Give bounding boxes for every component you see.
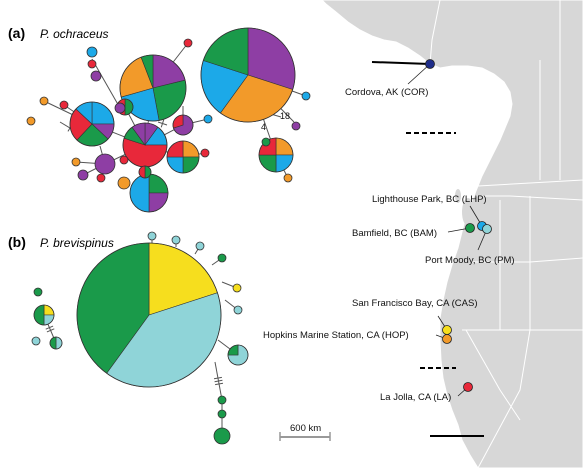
scale-bar: 600 km bbox=[279, 423, 331, 441]
panel-b-letter: (b) bbox=[8, 234, 26, 250]
haplotype-node bbox=[261, 137, 271, 147]
haplotype-node bbox=[217, 409, 227, 419]
haplotype-node bbox=[119, 155, 129, 165]
site-label-la: La Jolla, CA (LA) bbox=[380, 392, 451, 403]
haplotype-node bbox=[227, 344, 249, 366]
site-marker-la bbox=[463, 382, 473, 392]
haplotype-node bbox=[217, 253, 227, 263]
haplotype-node bbox=[172, 114, 194, 136]
haplotype-node bbox=[86, 46, 98, 58]
site-markers bbox=[425, 59, 492, 392]
panel-b-species: P. brevispinus bbox=[40, 236, 114, 250]
haplotype-node bbox=[71, 157, 81, 167]
mutation-tick bbox=[46, 328, 55, 333]
haplotype-node bbox=[166, 140, 200, 174]
site-label-cas: San Francisco Bay, CA (CAS) bbox=[352, 298, 477, 309]
haplotype-node bbox=[87, 59, 97, 69]
haplotype-node bbox=[203, 114, 213, 124]
haplotype-node bbox=[49, 336, 63, 350]
mutation-tick bbox=[213, 376, 222, 380]
network-b-nodes bbox=[31, 231, 249, 445]
haplotype-node bbox=[147, 231, 157, 241]
panel-a: (a) P. ochraceus 18 4 bbox=[8, 25, 311, 213]
haplotype-node bbox=[258, 137, 294, 173]
biogeographic-break-lines bbox=[371, 61, 484, 437]
mutation-tick bbox=[215, 382, 224, 386]
panel-a-letter: (a) bbox=[8, 25, 25, 41]
panel-a-species: P. ochraceus bbox=[40, 27, 109, 41]
haplotype-node bbox=[117, 176, 131, 190]
site-label-lhp: Lighthouse Park, BC (LHP) bbox=[372, 194, 487, 205]
site-marker-hop bbox=[442, 334, 452, 344]
haplotype-node bbox=[90, 70, 102, 82]
site-marker-cas bbox=[442, 325, 452, 335]
network-a-nodes bbox=[26, 27, 311, 213]
site-marker-cor bbox=[425, 59, 435, 69]
haplotype-node bbox=[195, 241, 205, 251]
panel-b: (b) P. brevispinus bbox=[8, 231, 249, 445]
mutation-count-4: 4 bbox=[261, 122, 266, 132]
haplotype-node bbox=[76, 242, 222, 388]
scale-bar-label: 600 km bbox=[290, 423, 321, 434]
haplotype-node bbox=[59, 100, 69, 110]
coastal-islands bbox=[455, 189, 474, 226]
haplotype-node bbox=[138, 165, 152, 179]
haplotype-node bbox=[200, 27, 296, 123]
haplotype-node bbox=[183, 38, 193, 48]
site-marker-pm bbox=[482, 224, 492, 234]
haplotype-node bbox=[114, 102, 126, 114]
mutation-tick bbox=[45, 325, 54, 330]
haplotype-node bbox=[119, 54, 187, 122]
haplotype-node bbox=[33, 287, 43, 297]
haplotype-node bbox=[96, 173, 106, 183]
land-mass bbox=[321, 0, 583, 468]
site-label-bam: Bamfield, BC (BAM) bbox=[352, 228, 437, 239]
haplotype-node bbox=[283, 173, 293, 183]
haplotype-node bbox=[33, 304, 55, 326]
haplotype-node bbox=[217, 395, 227, 405]
mutation-count-18: 18 bbox=[280, 111, 290, 121]
haplotype-node bbox=[39, 96, 49, 106]
haplotype-node bbox=[94, 153, 116, 175]
haplotype-node bbox=[213, 427, 231, 445]
haplotype-node bbox=[69, 101, 115, 147]
site-label-pm: Port Moody, BC (PM) bbox=[425, 255, 515, 266]
network-edge bbox=[91, 58, 121, 109]
haplotype-node bbox=[232, 283, 242, 293]
haplotype-node bbox=[77, 169, 89, 181]
site-labels: Cordova, AK (COR) Lighthouse Park, BC (L… bbox=[263, 87, 515, 403]
haplotype-node bbox=[200, 148, 210, 158]
haplotype-node bbox=[26, 116, 36, 126]
state-borders bbox=[429, 0, 583, 468]
site-label-cor: Cordova, AK (COR) bbox=[345, 87, 428, 98]
haplotype-node bbox=[233, 305, 243, 315]
site-label-hop: Hopkins Marine Station, CA (HOP) bbox=[263, 330, 409, 341]
haplotype-node bbox=[129, 173, 169, 213]
mutation-tick bbox=[214, 379, 223, 383]
haplotype-node bbox=[301, 91, 311, 101]
haplotype-node bbox=[291, 121, 301, 131]
site-marker-bam bbox=[465, 223, 475, 233]
haplotype-node bbox=[31, 336, 41, 346]
haplotype-node bbox=[171, 235, 181, 245]
haplotype-node bbox=[122, 122, 168, 168]
mutation-tick bbox=[160, 119, 165, 128]
